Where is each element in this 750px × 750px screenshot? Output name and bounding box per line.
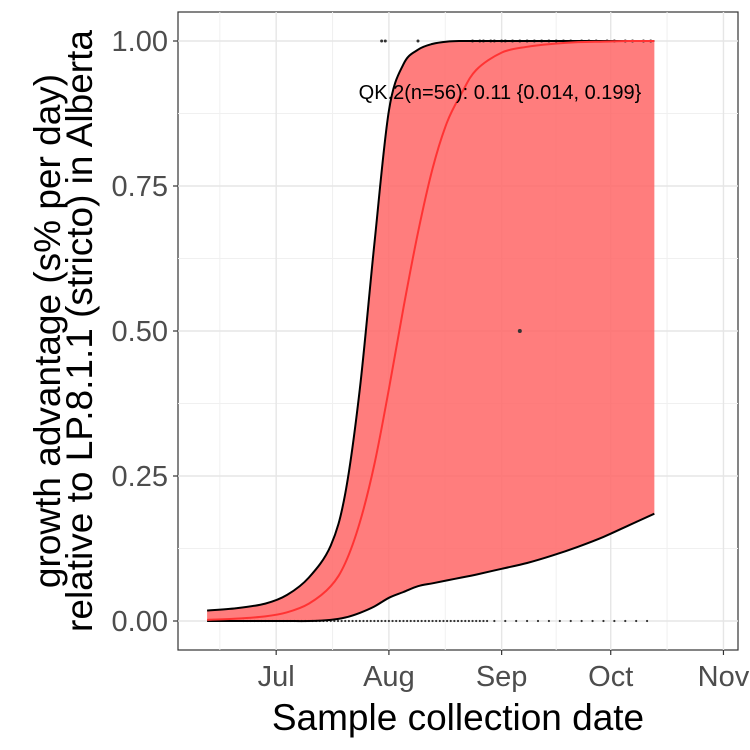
data-point-bottom (547, 619, 551, 623)
data-point-bottom (504, 619, 507, 623)
data-point-bottom (536, 619, 540, 623)
line-layer (207, 39, 655, 623)
data-point-bottom (453, 619, 456, 623)
data-point-bottom (362, 619, 365, 623)
data-point-bottom (398, 619, 401, 623)
data-point-bottom (464, 619, 467, 623)
data-point-bottom (515, 619, 518, 623)
data-point-bottom (355, 619, 358, 623)
data-point-bottom (409, 619, 412, 623)
data-point-top (383, 39, 387, 43)
data-point-bottom (435, 619, 438, 623)
data-point-bottom (373, 619, 376, 623)
data-point-top (380, 39, 384, 43)
y-tick-label: 0.50 (112, 316, 168, 348)
data-point-bottom (569, 619, 572, 623)
y-tick-label: 1.00 (112, 26, 168, 58)
x-tick-label: Sep (476, 661, 528, 693)
data-point-bottom (493, 619, 496, 623)
data-point-bottom (365, 619, 369, 623)
data-point-bottom (391, 619, 394, 623)
band-layer (207, 40, 655, 622)
data-point-bottom (580, 619, 583, 623)
data-point-bottom (413, 619, 416, 623)
fitted-line (207, 39, 655, 621)
data-point-bottom (482, 619, 485, 623)
data-point-bottom (485, 619, 489, 623)
data-point-bottom (420, 619, 423, 623)
data-point-bottom (427, 619, 431, 623)
data-point-bottom (475, 619, 478, 623)
data-point-bottom (471, 619, 474, 623)
y-tick-label: 0.00 (112, 606, 168, 638)
data-point-bottom (602, 619, 605, 623)
y-tick-label: 0.75 (112, 171, 168, 203)
data-point-bottom (369, 619, 372, 623)
y-axis-title-line-2: relative to LP.8.1.1 (stricto) in Albert… (59, 30, 100, 632)
y-axis-title: growth advantage (s% per day) relative t… (27, 30, 100, 632)
data-point-bottom (478, 619, 481, 623)
y-axis-title-line-1: growth advantage (s% per day) (27, 74, 68, 588)
data-point-bottom (387, 619, 391, 623)
data-point-bottom (416, 619, 420, 623)
data-point-bottom (344, 619, 347, 623)
data-point-bottom (645, 619, 649, 623)
data-point-bottom (380, 619, 383, 623)
data-point-bottom (340, 619, 343, 623)
data-point-bottom (525, 619, 529, 623)
data-point-bottom (376, 619, 380, 623)
x-tick-label: Jul (258, 661, 295, 693)
data-point-bottom (624, 619, 627, 623)
data-point-bottom (449, 619, 452, 623)
data-point-bottom (460, 619, 463, 623)
data-point-bottom (613, 619, 616, 623)
data-point-bottom (384, 619, 387, 623)
data-point-bottom (351, 619, 354, 623)
data-point-bottom (424, 619, 427, 623)
data-point-top (416, 39, 420, 43)
x-tick-label: Aug (363, 661, 415, 693)
data-point-bottom (591, 619, 594, 623)
data-point-bottom (358, 619, 361, 623)
lower-bound-line (207, 512, 655, 623)
x-axis: Jul Aug Sep Oct Nov (258, 650, 750, 693)
data-point-bottom (456, 619, 460, 623)
data-point-bottom (347, 619, 351, 623)
data-point-bottom (442, 619, 445, 623)
confidence-band (207, 40, 655, 622)
x-tick-label: Oct (588, 661, 633, 693)
data-point-bottom (402, 619, 405, 623)
x-axis-title: Sample collection date (272, 697, 644, 738)
data-point-bottom (395, 619, 398, 623)
data-point-bottom (558, 619, 561, 623)
data-point-bottom (635, 619, 638, 623)
y-tick-label: 0.25 (112, 461, 168, 493)
data-point-bottom (431, 619, 434, 623)
data-point-bottom (445, 619, 449, 623)
y-axis: 0.00 0.25 0.50 0.75 1.00 (112, 26, 178, 638)
model-annotation: QK.2(n=56): 0.11 {0.014, 0.199} (359, 82, 642, 104)
data-point-bottom (467, 619, 471, 623)
data-point-bottom (405, 619, 409, 623)
x-tick-label: Nov (698, 661, 750, 693)
data-point-mid (517, 329, 522, 333)
data-point-bottom (438, 619, 441, 623)
upper-bound-line (207, 39, 655, 612)
data-point-bottom (336, 619, 340, 623)
